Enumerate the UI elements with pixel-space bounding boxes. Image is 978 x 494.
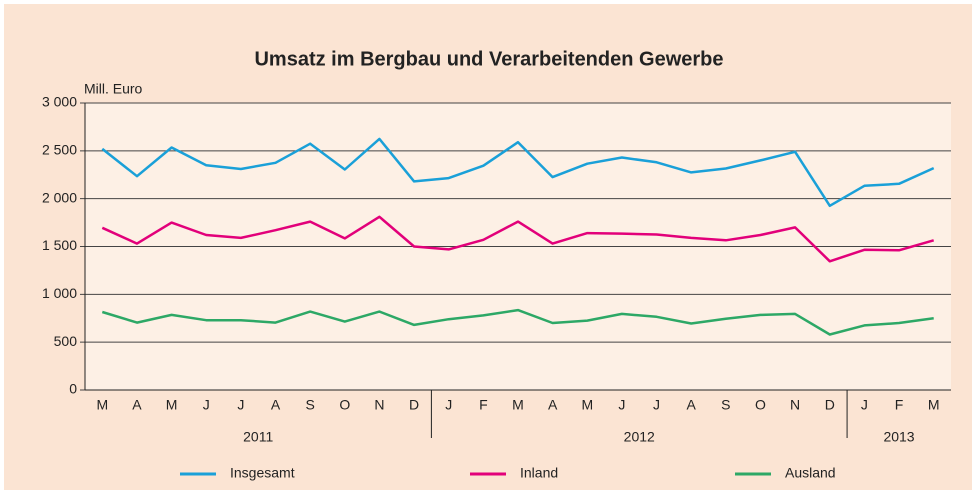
x-tick-label: J <box>445 397 452 413</box>
x-tick-label: F <box>479 397 488 413</box>
x-tick-label: D <box>409 397 419 413</box>
x-tick-label: J <box>653 397 660 413</box>
x-tick-label: N <box>790 397 800 413</box>
x-tick-label: N <box>374 397 384 413</box>
y-tick-label: 500 <box>54 333 78 349</box>
x-tick-label: D <box>825 397 835 413</box>
x-tick-label: J <box>203 397 210 413</box>
y-tick-label: 3 000 <box>42 94 77 110</box>
x-tick-label: J <box>618 397 625 413</box>
y-tick-label: 0 <box>69 381 77 397</box>
series-line <box>101 215 935 263</box>
x-tick-label: A <box>687 397 697 413</box>
x-tick-label: S <box>305 397 314 413</box>
x-tick-label: F <box>895 397 904 413</box>
legend-label: Inland <box>520 465 558 481</box>
year-label: 2013 <box>883 429 914 445</box>
y-axis-label: Mill. Euro <box>84 81 143 97</box>
series-line <box>101 308 934 336</box>
x-tick-label: A <box>132 397 142 413</box>
legend-label: Ausland <box>785 465 836 481</box>
y-tick-label: 2 500 <box>42 142 77 158</box>
x-tick-label: O <box>339 397 350 413</box>
x-tick-label: M <box>581 397 593 413</box>
y-tick-label: 2 000 <box>42 189 77 205</box>
year-label: 2011 <box>243 429 273 445</box>
series-line <box>101 137 935 208</box>
y-tick-label: 1 000 <box>42 285 77 301</box>
x-tick-label: M <box>166 397 178 413</box>
x-tick-label: S <box>721 397 730 413</box>
x-tick-label: M <box>512 397 524 413</box>
legend-label: Insgesamt <box>230 465 295 481</box>
x-tick-label: J <box>237 397 244 413</box>
year-label: 2012 <box>624 429 655 445</box>
x-tick-label: M <box>928 397 940 413</box>
chart-title: Umsatz im Bergbau und Verarbeitenden Gew… <box>254 48 723 70</box>
x-tick-label: A <box>548 397 558 413</box>
x-tick-label: M <box>96 397 108 413</box>
x-tick-label: A <box>271 397 281 413</box>
x-tick-label: J <box>861 397 868 413</box>
y-tick-label: 1 500 <box>42 237 77 253</box>
x-tick-label: O <box>755 397 766 413</box>
